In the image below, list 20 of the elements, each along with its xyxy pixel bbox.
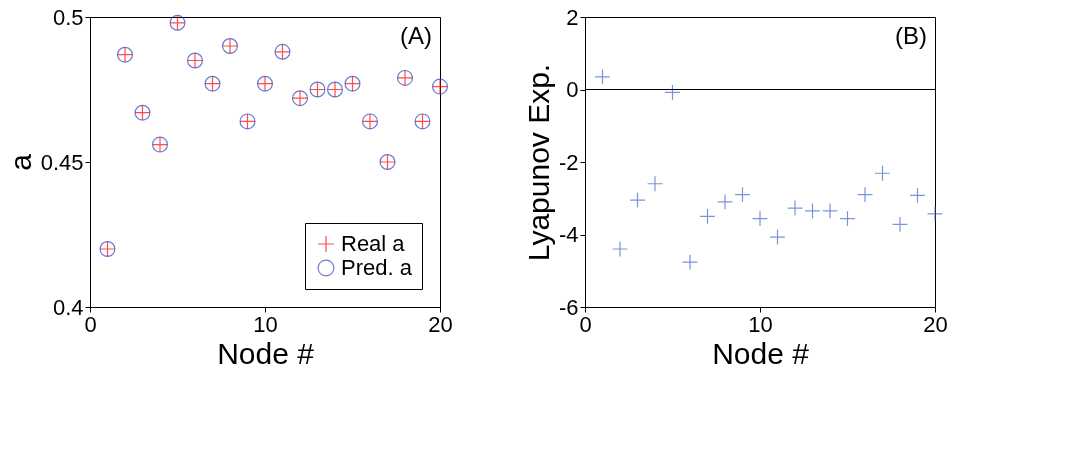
annotation: (A) [400, 22, 432, 49]
x-tick-label: 20 [428, 311, 453, 337]
y-tick-label: 2 [566, 4, 579, 30]
y-tick-label: -2 [558, 149, 579, 175]
y-tick-label: 0 [566, 77, 579, 102]
y-tick-label: 0.4 [52, 294, 84, 320]
annotation: (B) [895, 22, 927, 49]
x-tick-label: 10 [748, 311, 773, 337]
legend-label: Real a [341, 231, 406, 256]
y-tick-label: -4 [558, 222, 579, 247]
y-tick-label: 0.45 [40, 149, 84, 175]
y-axis-title: a [3, 153, 37, 171]
y-tick-label: 0.5 [52, 4, 84, 30]
x-axis-title: Node # [712, 336, 810, 370]
x-tick-label: 10 [253, 311, 278, 337]
y-axis-title: Lyapunov Exp. [521, 63, 555, 262]
x-tick-label: 20 [923, 311, 948, 337]
y-tick-label: -6 [558, 294, 579, 320]
legend-label: Pred. a [341, 255, 413, 280]
x-axis-title: Node # [217, 336, 315, 370]
